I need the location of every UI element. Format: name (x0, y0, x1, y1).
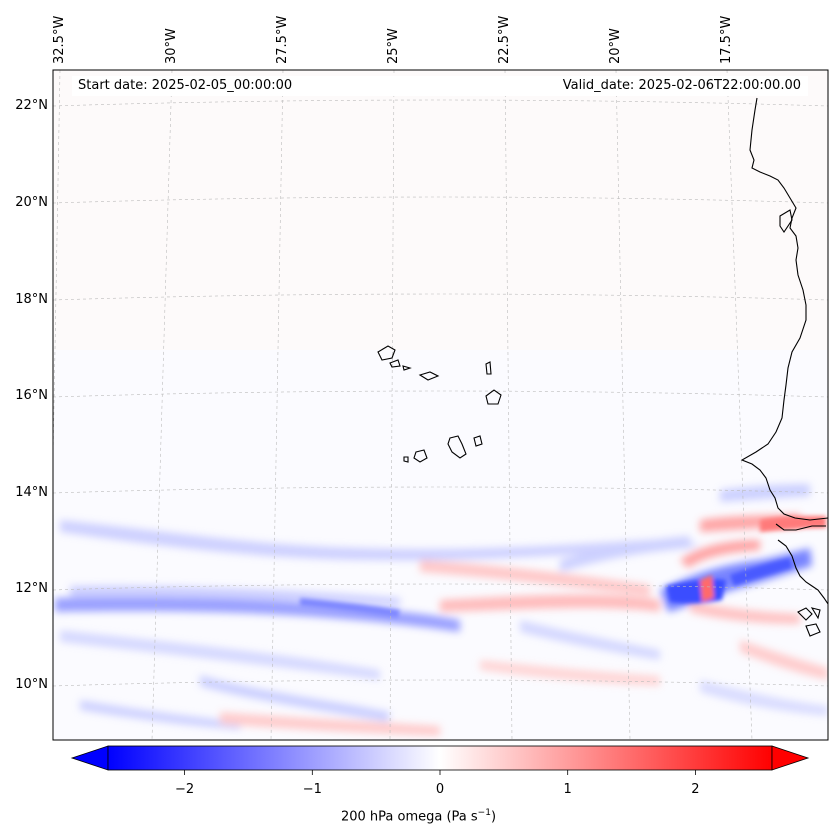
lat-label: 20°N (15, 195, 48, 210)
lon-label: 25°W (386, 28, 401, 64)
island-santiago (447, 435, 467, 459)
lon-label: 30°W (164, 28, 179, 64)
omega-field (53, 70, 828, 736)
lat-label: 12°N (15, 581, 48, 596)
graticule (53, 70, 828, 740)
colorbar-body (107, 745, 773, 771)
lon-label: 17.5°W (719, 15, 734, 64)
colorbar-right-extension (771, 745, 810, 771)
island-santo-antao (377, 345, 396, 361)
colorbar-tick-label: 0 (435, 782, 445, 797)
colorbar-tick-label: 1 (563, 782, 572, 797)
coastlines (377, 97, 828, 637)
lat-label: 22°N (15, 98, 48, 113)
valid-date-label: Valid_date: 2025-02-06T22:00:00.00 (562, 78, 801, 93)
start-date-label: Start date: 2025-02-05_00:00:00 (78, 78, 293, 93)
lon-label: 22.5°W (497, 15, 512, 64)
colorbar-label-suffix: ) (490, 809, 497, 825)
lat-label: 14°N (15, 485, 48, 500)
lat-label: 16°N (15, 388, 48, 403)
lat-label: 18°N (15, 292, 48, 307)
colorbar-tick-label: −2 (175, 782, 195, 797)
colorbar-label: 200 hPa omega (Pa s−1) (0, 808, 837, 824)
lon-label: 20°W (608, 28, 623, 64)
west-africa-coastline (740, 97, 828, 521)
colorbar-tick-label: −1 (302, 782, 322, 797)
colorbar-label-exponent: −1 (477, 808, 491, 818)
lon-label: 32.5°W (52, 15, 67, 64)
colorbar-tick-label: 2 (691, 782, 700, 797)
lat-label: 10°N (15, 677, 48, 692)
header-strip (72, 76, 808, 96)
colorbar-label-text: 200 hPa omega (Pa s (340, 809, 478, 825)
lon-label: 27.5°W (275, 15, 290, 64)
colorbar-left-extension (70, 745, 109, 771)
map-frame (52, 69, 829, 741)
colorbar (70, 745, 810, 775)
